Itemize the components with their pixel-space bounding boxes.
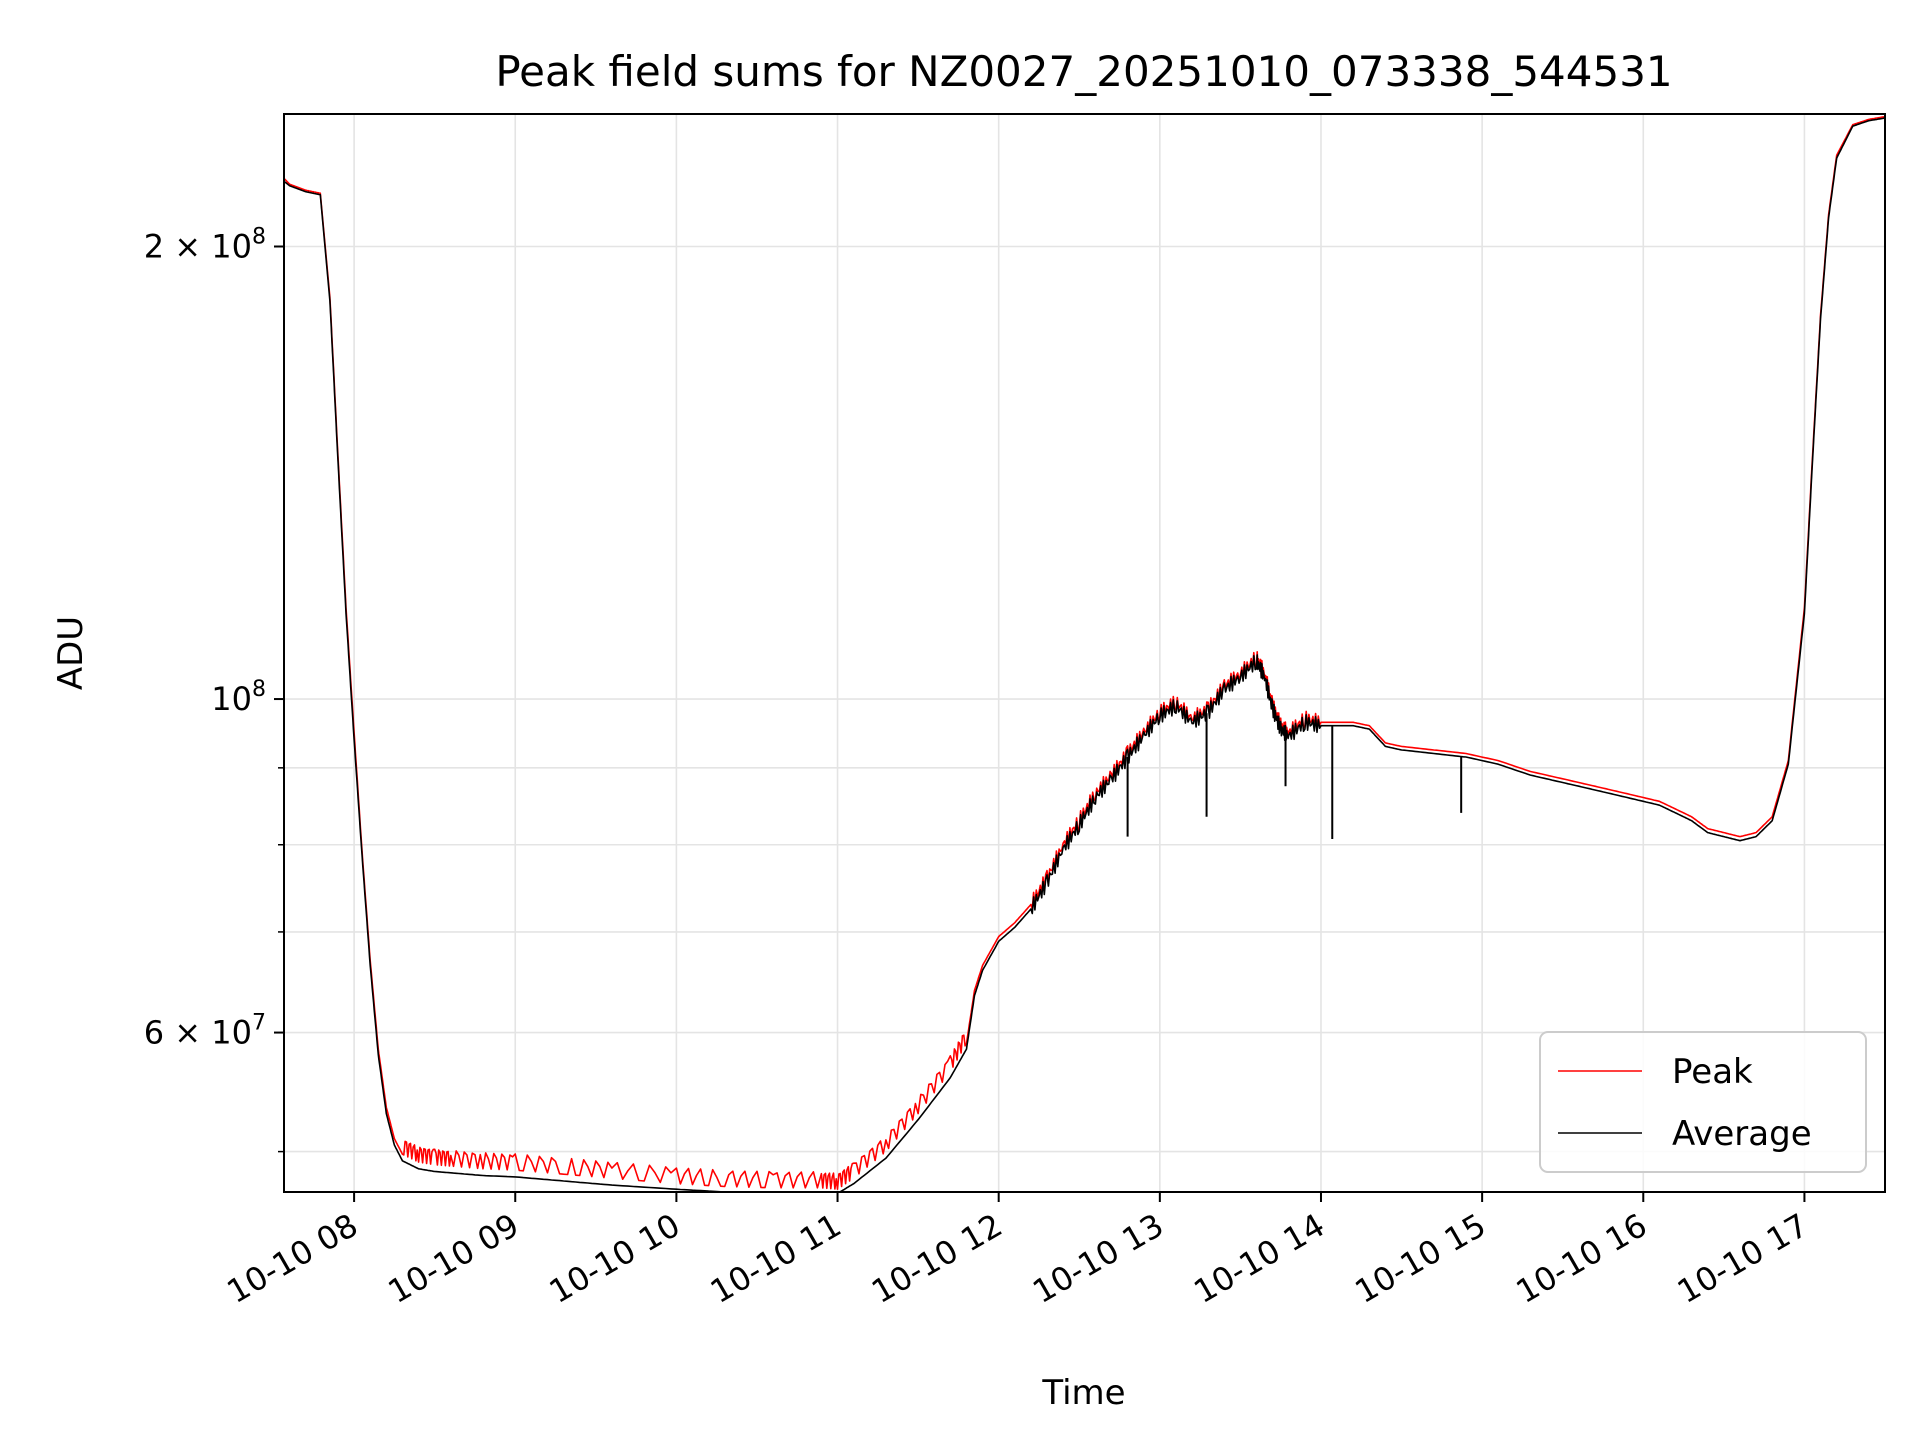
legend-peak-label: Peak bbox=[1672, 1052, 1753, 1092]
legend-average-label: Average bbox=[1672, 1114, 1812, 1154]
chart-title: Peak field sums for NZ0027_20251010_0733… bbox=[495, 47, 1672, 96]
y-tick-label: 2 × 108 bbox=[144, 224, 266, 265]
y-tick-label: 6 × 107 bbox=[144, 1011, 266, 1052]
chart: 10-10 08 10-10 09 10-10 10 10-10 11 10-10 12… bbox=[0, 0, 1920, 1440]
legend: Peak Average bbox=[1540, 1032, 1866, 1172]
x-axis-label: Time bbox=[1041, 1373, 1125, 1413]
y-axis-label: ADU bbox=[51, 616, 91, 690]
